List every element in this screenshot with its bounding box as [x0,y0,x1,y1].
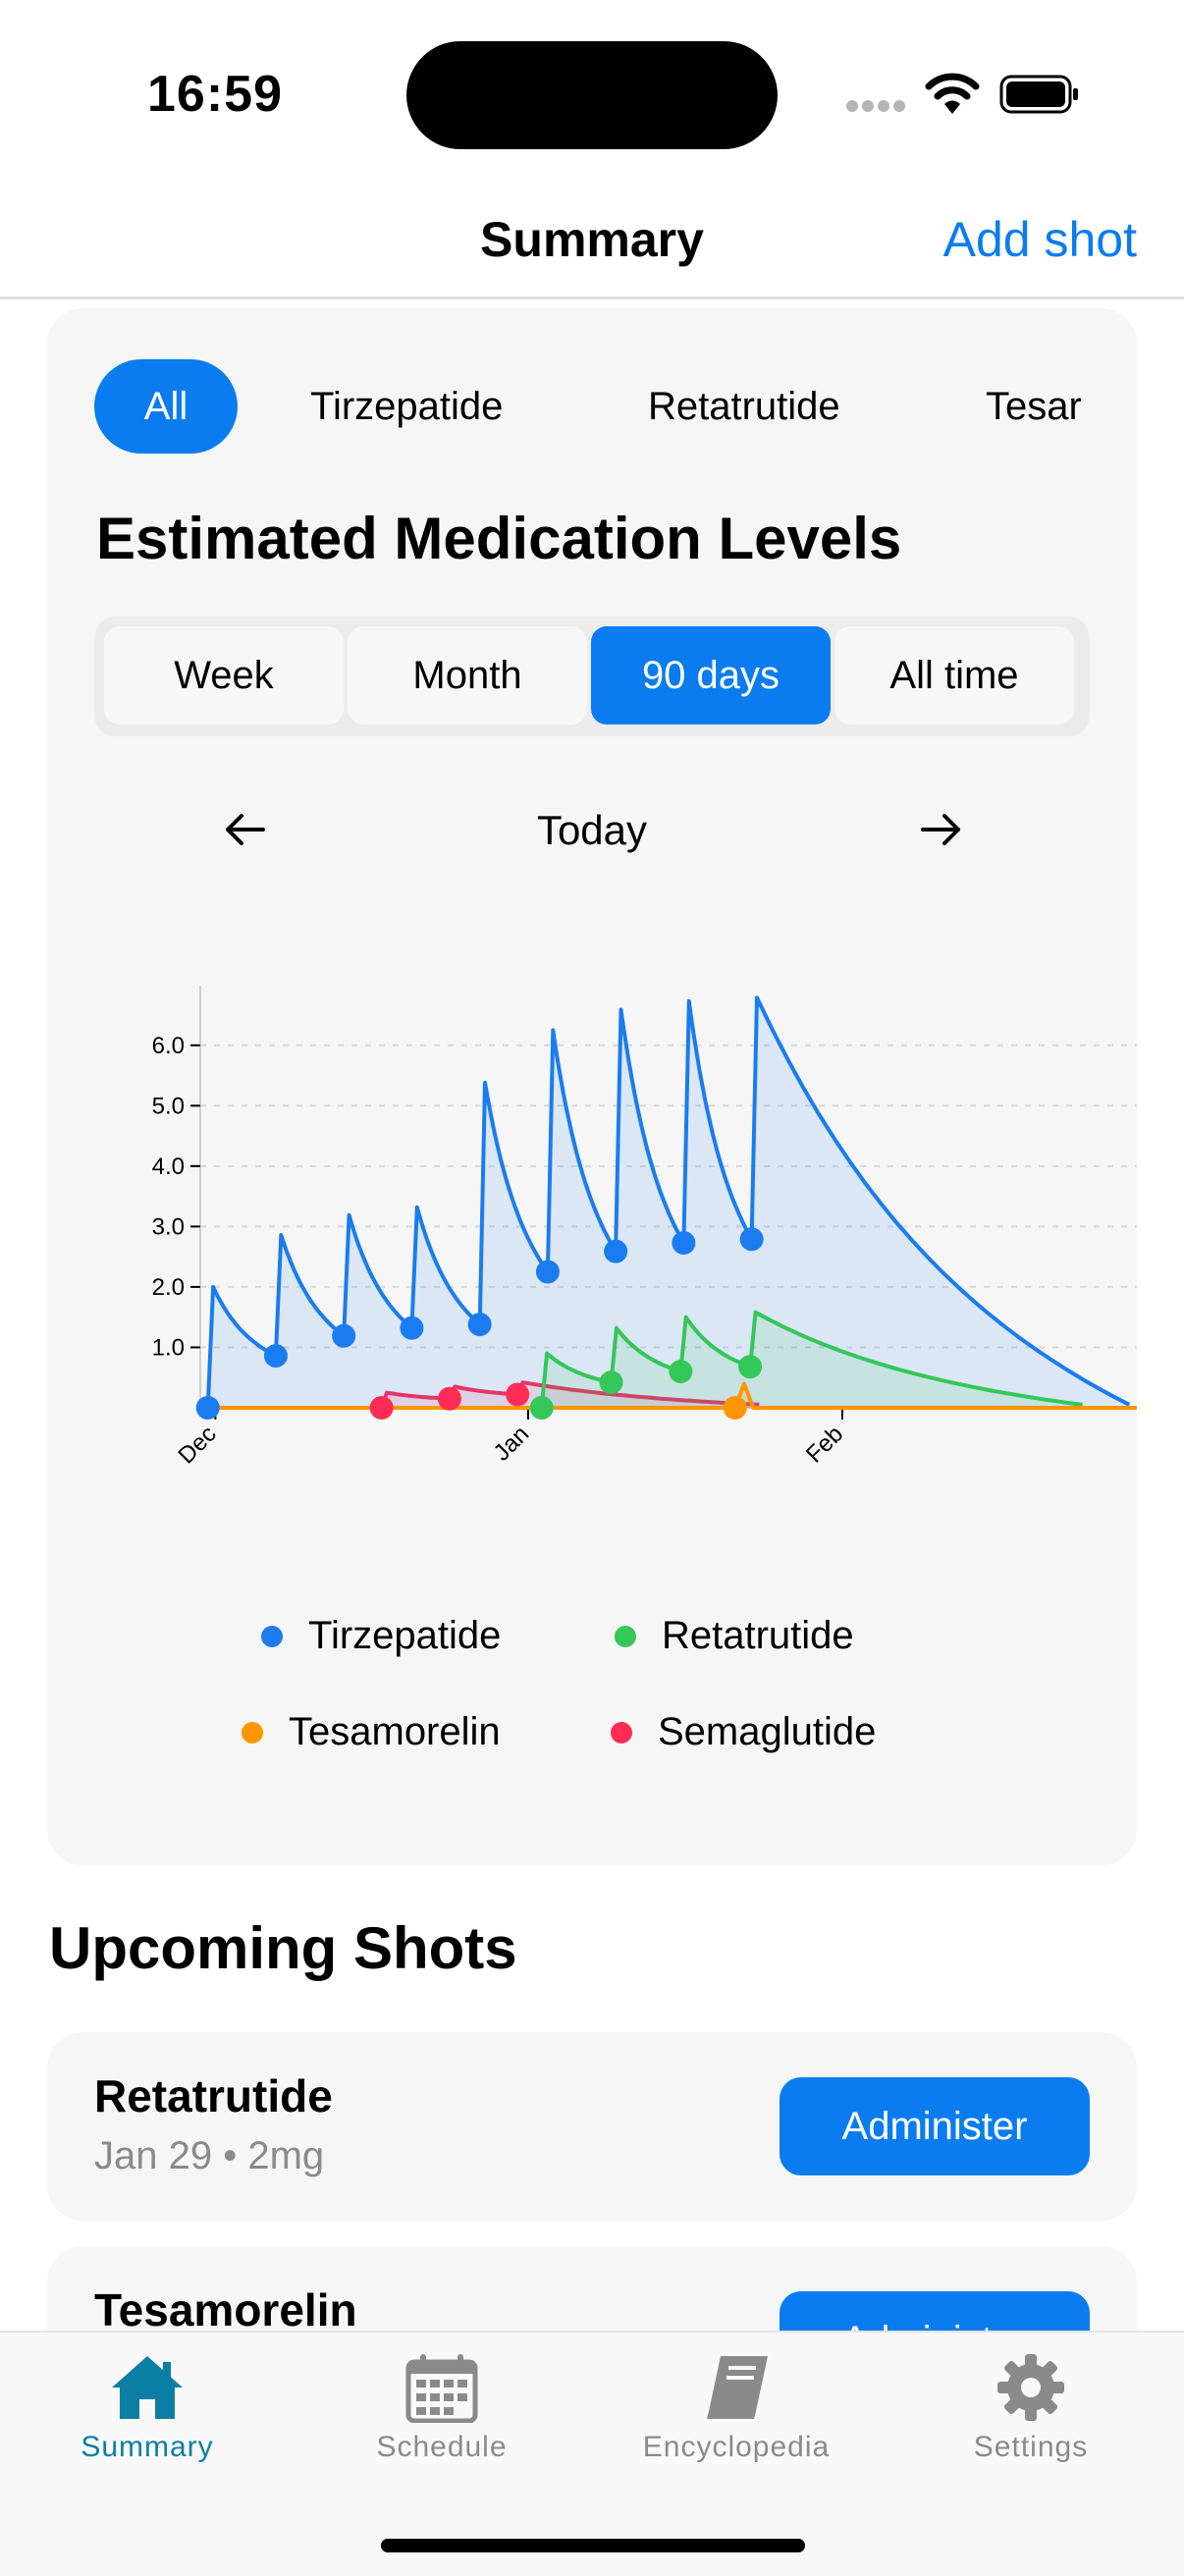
filter-chip-retatrutide[interactable]: Retatrutide [648,385,840,428]
dose-marker-tirzepatide [467,1313,492,1337]
y-tick-label: 3.0 [152,1213,185,1240]
tab-bar: Summary Schedule Encyclopedia [0,2331,1184,2576]
series-area-tirzepatide [200,997,1130,1408]
nav-divider [0,296,1184,299]
signal-icon [846,100,907,112]
arrow-right-icon[interactable] [921,813,962,846]
series-line-semaglutide [200,1380,760,1410]
legend-item-semaglutide: Semaglutide [611,1710,876,1754]
x-tick-label: Feb [801,1421,848,1468]
dose-marker-tirzepatide [195,1396,220,1420]
shot-detail: Jan 29 • 2mg [94,2134,325,2177]
dose-marker-tirzepatide [604,1239,628,1263]
legend-label: Retatrutide [662,1614,854,1657]
card-title: Estimated Medication Levels [96,506,902,571]
add-shot-button[interactable]: Add shot [942,212,1137,267]
range-90-days[interactable]: 90 days [591,626,831,724]
tab-settings[interactable]: Settings [884,2352,1178,2464]
series-area-semaglutide [200,1382,760,1408]
dose-marker-semaglutide [506,1382,530,1407]
legend-label: Semaglutide [658,1710,877,1753]
x-tick-label: Jan [489,1421,534,1466]
calendar-icon [405,2354,478,2423]
status-time: 16:59 [147,66,283,123]
legend-item-retatrutide: Retatrutide [615,1614,854,1658]
tab-encyclopedia[interactable]: Encyclopedia [589,2352,884,2464]
y-tick-label: 2.0 [152,1274,185,1301]
series-line-tesamorelin [200,1381,1137,1410]
range-week[interactable]: Week [104,626,344,724]
dose-marker-retatrutide [529,1396,554,1420]
house-icon [112,2356,183,2419]
x-tick-label: Dec [173,1421,221,1469]
medication-levels-card: All Tirzepatide Retatrutide Tesar Estima… [47,308,1137,1865]
dose-marker-tirzepatide [332,1323,356,1348]
dose-marker-retatrutide [669,1360,693,1384]
legend-item-tirzepatide: Tirzepatide [261,1614,501,1658]
dose-marker-tirzepatide [672,1231,696,1255]
tab-label: Encyclopedia [642,2431,831,2463]
y-tick-label: 5.0 [152,1093,185,1119]
upcoming-shot-card[interactable]: Retatrutide Jan 29 • 2mg Administer [47,2032,1137,2221]
dose-marker-semaglutide [369,1396,394,1420]
series-line-tirzepatide [200,995,1131,1410]
legend-dot [242,1721,263,1744]
dose-marker-tirzepatide [263,1344,288,1368]
series-area-retatrutide [200,1312,1083,1408]
range-all-time[interactable]: All time [834,626,1074,724]
tab-label: Schedule [376,2431,508,2463]
legend-label: Tesamorelin [289,1710,501,1753]
dose-marker-tirzepatide [739,1227,764,1252]
gear-icon [997,2354,1064,2421]
legend-dot [261,1625,283,1647]
legend-label: Tirzepatide [308,1614,502,1657]
today-label[interactable]: Today [536,807,648,853]
battery-icon [999,75,1078,114]
filter-chip-tirzepatide[interactable]: Tirzepatide [310,385,504,428]
page-title: Summary [480,212,704,267]
wifi-icon [925,73,980,114]
dose-marker-tirzepatide [535,1260,560,1284]
y-tick-label: 6.0 [152,1033,185,1059]
dynamic-island [406,41,778,149]
medication-levels-chart: 1.0 2.0 3.0 4.0 5.0 6.0 Dec Jan Feb [152,986,1137,1469]
range-segmented-control: Week Month 90 days All time [94,617,1090,736]
range-month[interactable]: Month [348,626,587,724]
shot-name: Retatrutide [94,2070,333,2121]
tab-label: Summary [81,2431,214,2463]
date-navigator: Today [47,799,1137,878]
arrow-left-icon[interactable] [224,813,265,846]
filter-chip-all[interactable]: All [94,359,238,454]
dose-marker-retatrutide [738,1355,763,1379]
legend-dot [615,1625,636,1647]
book-icon [707,2356,768,2419]
legend-item-tesamorelin: Tesamorelin [242,1710,501,1754]
upcoming-shots-title: Upcoming Shots [49,1915,517,1981]
tab-summary[interactable]: Summary [0,2352,295,2464]
shot-name: Tesamorelin [94,2284,357,2335]
home-indicator [381,2539,805,2552]
administer-button[interactable]: Administer [780,2077,1090,2175]
dose-marker-tirzepatide [400,1315,424,1340]
filter-chip-tesamorelin[interactable]: Tesar [986,385,1082,428]
y-tick-label: 4.0 [152,1154,185,1180]
y-tick-label: 1.0 [152,1334,185,1361]
tab-label: Settings [973,2431,1089,2463]
tab-schedule[interactable]: Schedule [295,2352,589,2464]
dose-marker-semaglutide [437,1386,461,1411]
dose-marker-tesamorelin [723,1396,747,1420]
legend-dot [611,1721,632,1744]
dose-marker-retatrutide [599,1370,623,1395]
